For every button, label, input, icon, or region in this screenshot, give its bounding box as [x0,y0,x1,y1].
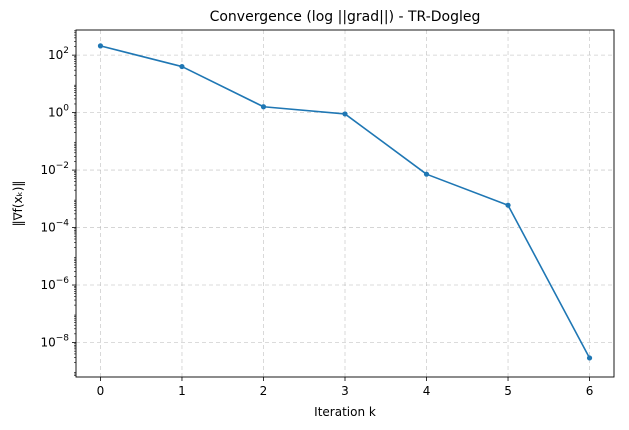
x-tick-label: 1 [178,384,186,398]
x-axis: 0 1 2 3 4 5 6 [97,377,594,398]
x-axis-label: Iteration k [314,405,376,419]
data-point [423,171,430,177]
data-point [586,355,593,361]
data-point [260,104,267,110]
y-tick-label: 100 [48,104,69,120]
x-tick-label: 2 [260,384,268,398]
data-point [97,43,104,49]
y-axis: 102 100 10−2 10−4 10−6 10−8 [40,30,76,376]
y-axis-label: ‖∇f(xₖ)‖ [11,181,25,227]
y-tick-label: 10−8 [40,333,69,349]
y-tick-label: 10−2 [40,161,69,177]
y-tick-label: 10−6 [40,276,69,292]
x-tick-label: 4 [423,384,431,398]
data-point [342,111,348,117]
chart-title: Convergence (log ||grad||) - TR-Dogleg [210,9,481,25]
x-tick-label: 5 [504,384,512,398]
data-point [505,202,511,208]
x-tick-label: 3 [341,384,349,398]
x-tick-label: 6 [586,384,594,398]
data-point [179,63,185,70]
y-tick-label: 102 [48,46,69,62]
y-tick-label: 10−4 [40,219,69,235]
x-tick-label: 0 [97,384,105,398]
series-layer [97,43,593,361]
